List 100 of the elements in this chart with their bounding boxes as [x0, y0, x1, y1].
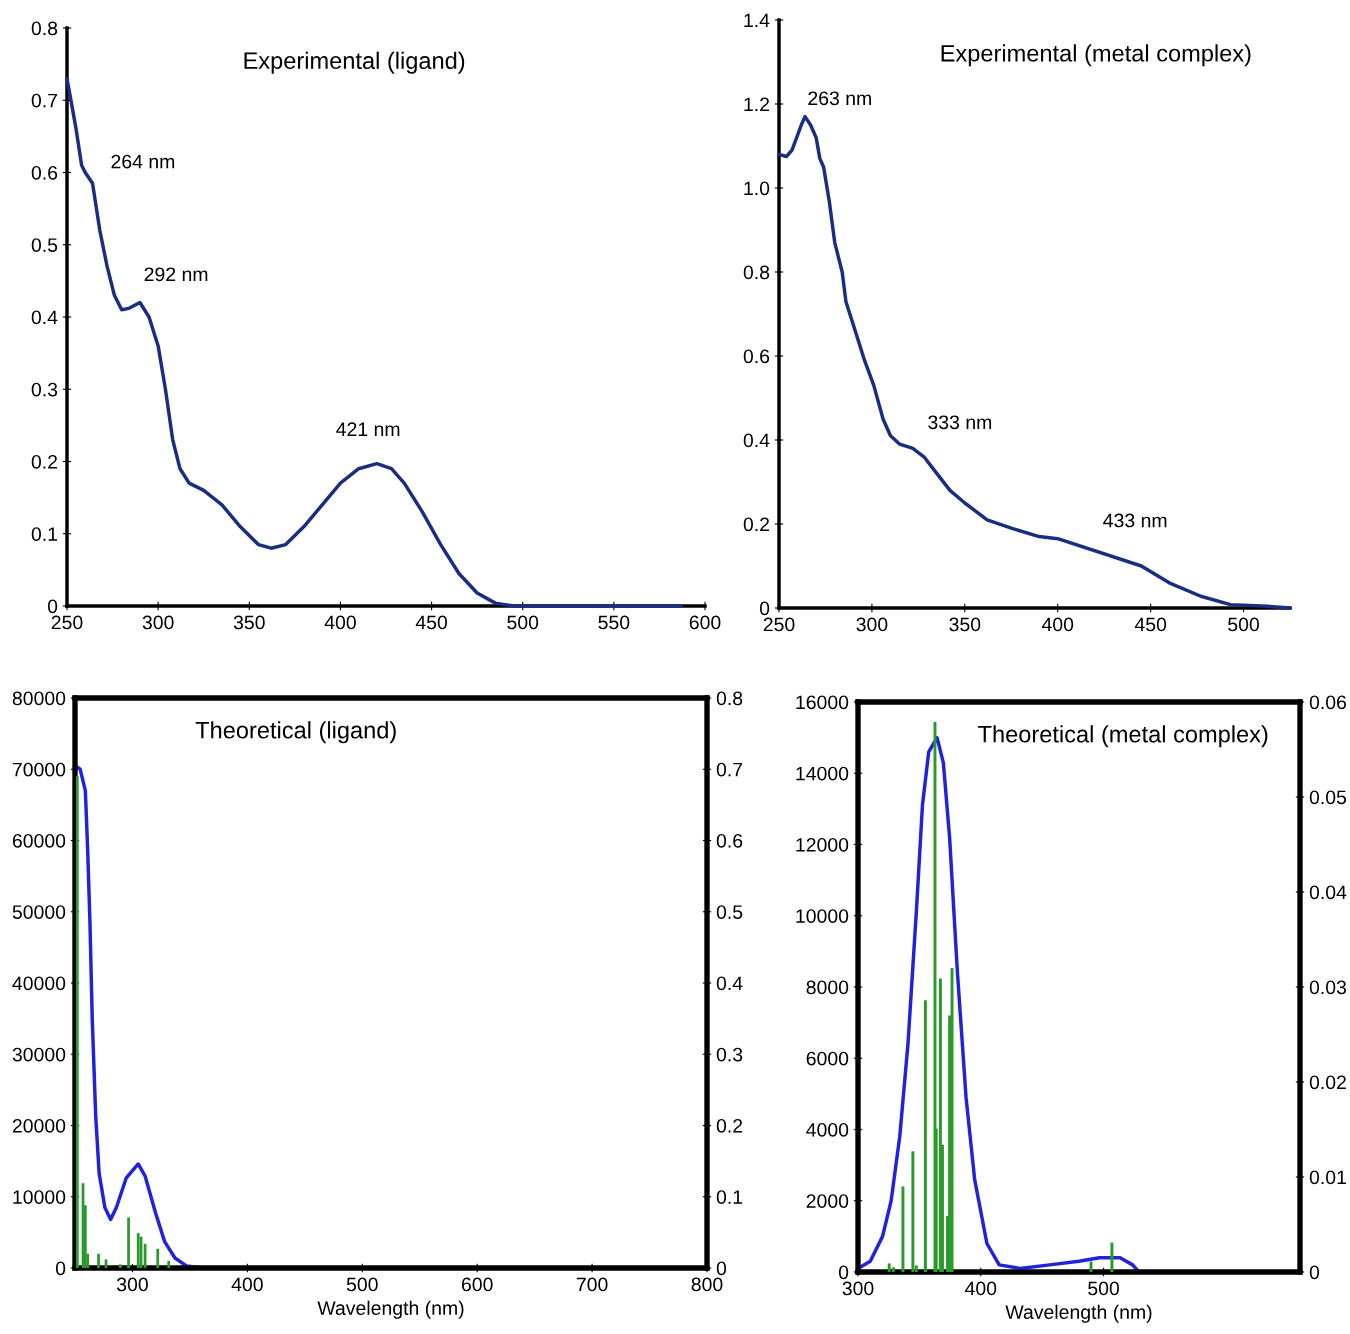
bar: [1089, 1261, 1093, 1272]
x-axis-title: Wavelength (nm): [317, 1300, 464, 1319]
x-tick-label: 600: [689, 615, 721, 630]
bar: [891, 1267, 895, 1272]
y-tick-label: 60000: [12, 833, 66, 848]
annotation: 333 nm: [928, 415, 992, 430]
x-tick-label: 600: [461, 1277, 493, 1292]
y2-tick-label: 0: [716, 1261, 727, 1276]
y2-tick-label: 0.2: [716, 1118, 743, 1133]
x-tick-label: 450: [1134, 617, 1167, 632]
x-tick-label: 400: [1041, 617, 1074, 632]
x-tick-label: 400: [231, 1277, 263, 1292]
x-tick-label: 400: [324, 615, 356, 630]
y-tick-label: 0: [838, 1265, 849, 1280]
y-tick-label: 0.6: [31, 165, 58, 180]
y-tick-label: 1.2: [744, 97, 769, 112]
y2-tick-label: 0.01: [1309, 1170, 1346, 1185]
y-tick-label: 0.4: [31, 310, 58, 325]
x-tick-label: 500: [346, 1277, 378, 1292]
y-tick-label: 1.0: [744, 181, 770, 196]
y2-tick-label: 0: [1309, 1265, 1320, 1280]
bar: [901, 1186, 905, 1272]
y-tick-label: 70000: [12, 762, 66, 777]
x-tick-label: 300: [842, 1281, 874, 1296]
annotation: 264 nm: [111, 154, 175, 169]
y2-tick-label: 0.02: [1309, 1075, 1346, 1090]
y-tick-label: 0.2: [743, 517, 769, 532]
y-tick-label: 0: [55, 1261, 66, 1276]
y-tick-label: 6000: [806, 1051, 849, 1066]
annotation: 263 nm: [808, 91, 871, 106]
y2-tick-label: 0.6: [716, 833, 743, 848]
x-tick-label: 300: [116, 1277, 148, 1292]
x-tick-label: 800: [691, 1277, 723, 1292]
y-tick-label: 1.4: [744, 13, 770, 28]
y2-tick-label: 0.06: [1309, 695, 1347, 710]
y-tick-label: 8000: [806, 980, 849, 995]
x-tick-label: 450: [415, 615, 448, 630]
bar: [1110, 1242, 1114, 1272]
text: Theoretical (ligand): [195, 721, 396, 744]
text: Theoretical (metal complex): [978, 725, 1268, 748]
bar: [887, 1263, 891, 1272]
text: Experimental (ligand): [244, 51, 465, 74]
annotation: 433 nm: [1103, 513, 1167, 528]
x-tick-label: 400: [965, 1281, 997, 1296]
bar: [156, 1248, 160, 1268]
bar: [167, 1260, 171, 1268]
x-tick-label: 250: [763, 617, 795, 632]
y-tick-label: 0.8: [31, 21, 58, 36]
annotation: 421 nm: [336, 422, 400, 436]
y-tick-label: 80000: [12, 691, 66, 706]
y2-tick-label: 0.03: [1309, 980, 1347, 995]
x-tick-label: 350: [233, 615, 265, 630]
y-tick-label: 0.5: [31, 238, 58, 252]
x-tick-label: 500: [1088, 1281, 1120, 1296]
x-axis-title: Wavelength (nm): [1005, 1304, 1152, 1323]
y2-tick-label: 0.7: [716, 762, 743, 777]
x-tick-label: 300: [142, 615, 174, 630]
y2-tick-label: 0.05: [1309, 790, 1347, 805]
line-series: [65, 76, 684, 608]
y-tick-label: 0.8: [743, 265, 770, 280]
x-tick-label: 500: [507, 615, 539, 630]
y-tick-label: 50000: [12, 905, 66, 919]
x-tick-label: 300: [856, 617, 888, 632]
x-tick-label: 700: [576, 1277, 608, 1292]
y-tick-label: 16000: [796, 695, 849, 710]
y-tick-label: 0.3: [31, 382, 58, 397]
bar: [97, 1253, 100, 1268]
y-tick-label: 0: [759, 601, 770, 616]
y2-tick-label: 0.5: [716, 905, 743, 919]
y-tick-label: 40000: [12, 976, 66, 991]
bar: [923, 1000, 927, 1272]
bar: [911, 1151, 915, 1272]
y2-tick-label: 0.3: [716, 1047, 743, 1062]
y-tick-label: 0.6: [743, 349, 770, 364]
y-tick-label: 0.7: [31, 93, 57, 108]
x-tick-label: 500: [1228, 617, 1260, 632]
text: Experimental (metal complex): [941, 44, 1251, 67]
y-tick-label: 20000: [12, 1118, 66, 1133]
y-tick-label: 0: [47, 599, 58, 614]
y2-tick-label: 0.4: [716, 976, 743, 991]
bar: [127, 1217, 130, 1268]
bar: [119, 1264, 122, 1268]
y-tick-label: 30000: [12, 1047, 66, 1062]
y-tick-label: 0.1: [31, 527, 58, 541]
x-tick-label: 350: [949, 617, 981, 632]
y-tick-label: 0.4: [743, 433, 770, 448]
y-tick-label: 2000: [806, 1194, 849, 1208]
y-tick-label: 10000: [796, 909, 849, 923]
annotation: 292 nm: [144, 267, 208, 282]
y-tick-label: 10000: [13, 1190, 66, 1204]
y-tick-label: 14000: [796, 766, 849, 781]
y-tick-label: 4000: [806, 1122, 849, 1137]
bar: [950, 968, 954, 1272]
x-tick-label: 250: [51, 615, 83, 630]
x-tick-label: 550: [598, 615, 630, 630]
y2-tick-label: 0.1: [716, 1190, 743, 1204]
y2-tick-label: 0.04: [1309, 885, 1347, 900]
y-tick-label: 0.2: [31, 454, 57, 469]
y2-tick-label: 0.8: [716, 691, 743, 706]
y-tick-label: 12000: [796, 837, 849, 852]
